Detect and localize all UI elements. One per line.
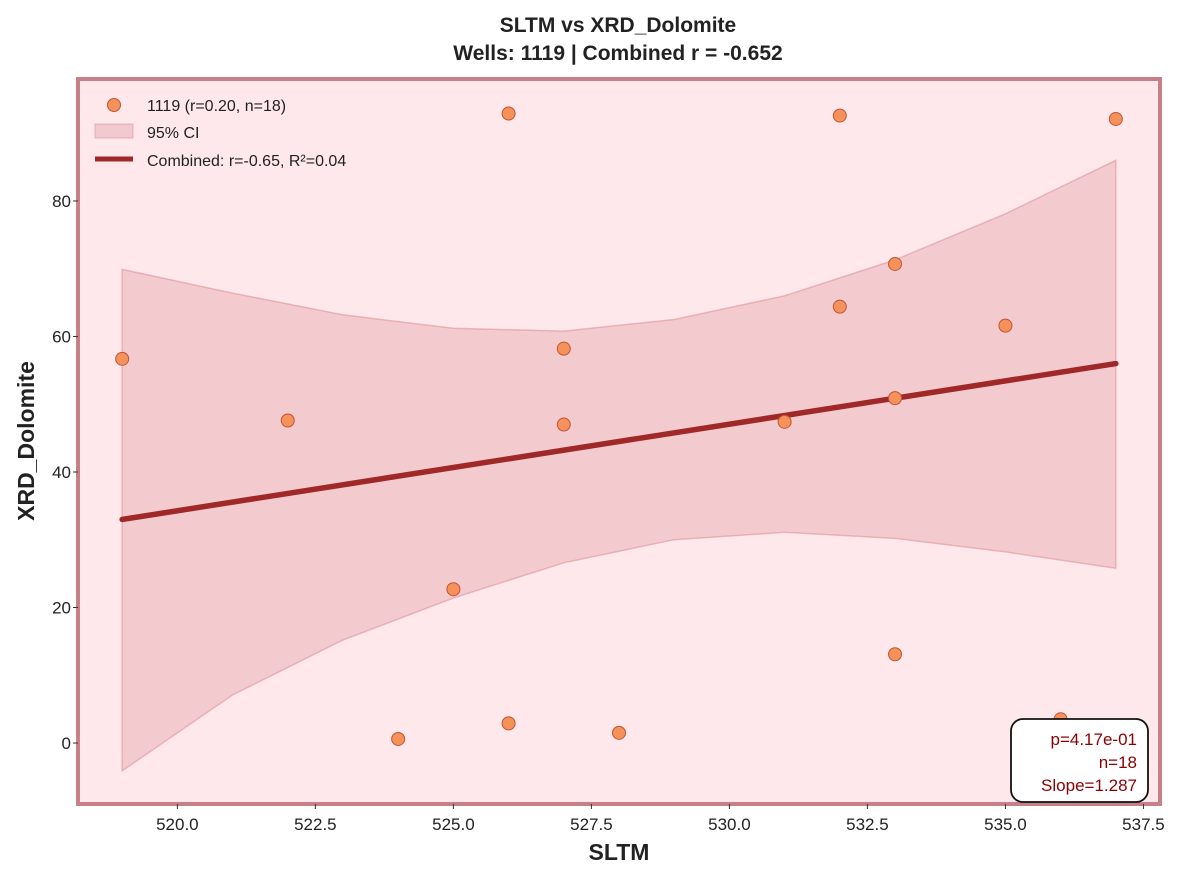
data-point [115,351,130,366]
plot-frame [76,77,1162,806]
x-tick-label: 525.0 [432,815,475,834]
stats-slope: Slope=1.287 [1041,776,1137,795]
data-point [888,391,903,406]
data-point [832,299,847,314]
confidence-band-layer [121,159,1117,773]
legend: 1119 (r=0.20, n=18) 95% CI Combined: r=-… [94,98,346,170]
x-tick-label: 537.5 [1122,815,1165,834]
data-point [501,106,516,121]
y-tick-label: 80 [52,192,71,211]
regression-line-layer [119,360,1119,523]
stats-box: p=4.17e-01 n=18 Slope=1.287 [1010,718,1149,803]
legend-ci-swatch [94,123,134,139]
data-point [888,647,903,662]
stats-n: n=18 [1099,753,1137,772]
x-axis-ticks: 520.0 522.5 525.0 527.5 530.0 532.5 535.0 537.5 [156,804,1165,834]
data-point [446,582,461,597]
data-point [1108,111,1123,126]
legend-label-ci: 95% CI [147,125,199,142]
y-axis-ticks: 0 20 40 60 80 [52,192,78,753]
data-point [888,256,903,271]
confidence-band [121,159,1117,773]
data-point [501,716,516,731]
data-point [556,417,571,432]
data-point [777,414,792,429]
data-point [280,413,295,428]
data-point [612,725,626,740]
legend-label-series: 1119 (r=0.20, n=18) [147,98,286,115]
data-points-layer [115,106,1123,746]
chart-subtitle: Wells: 1119 | Combined r = -0.652 [453,42,782,65]
data-point [832,108,847,123]
y-tick-label: 0 [62,734,71,753]
x-tick-label: 522.5 [294,815,337,834]
stats-p-value: p=4.17e-01 [1051,730,1138,749]
x-tick-label: 520.0 [156,815,199,834]
x-tick-label: 527.5 [570,815,613,834]
y-axis-label: XRD_Dolomite [13,361,39,521]
x-tick-label: 532.5 [846,815,889,834]
y-tick-label: 40 [52,463,71,482]
stats-box-frame [1010,718,1149,803]
x-tick-label: 530.0 [708,815,751,834]
y-tick-label: 60 [52,327,71,346]
data-point [556,341,571,356]
legend-marker-1119 [107,98,121,112]
y-tick-label: 20 [52,599,71,618]
chart-title: SLTM vs XRD_Dolomite [500,14,736,37]
x-tick-label: 535.0 [984,815,1027,834]
data-point [998,318,1013,333]
x-axis-label: SLTM [589,839,650,865]
legend-label-regression: Combined: r=-0.65, R²=0.04 [147,153,346,170]
regression-line [119,360,1119,523]
data-point [391,731,406,746]
